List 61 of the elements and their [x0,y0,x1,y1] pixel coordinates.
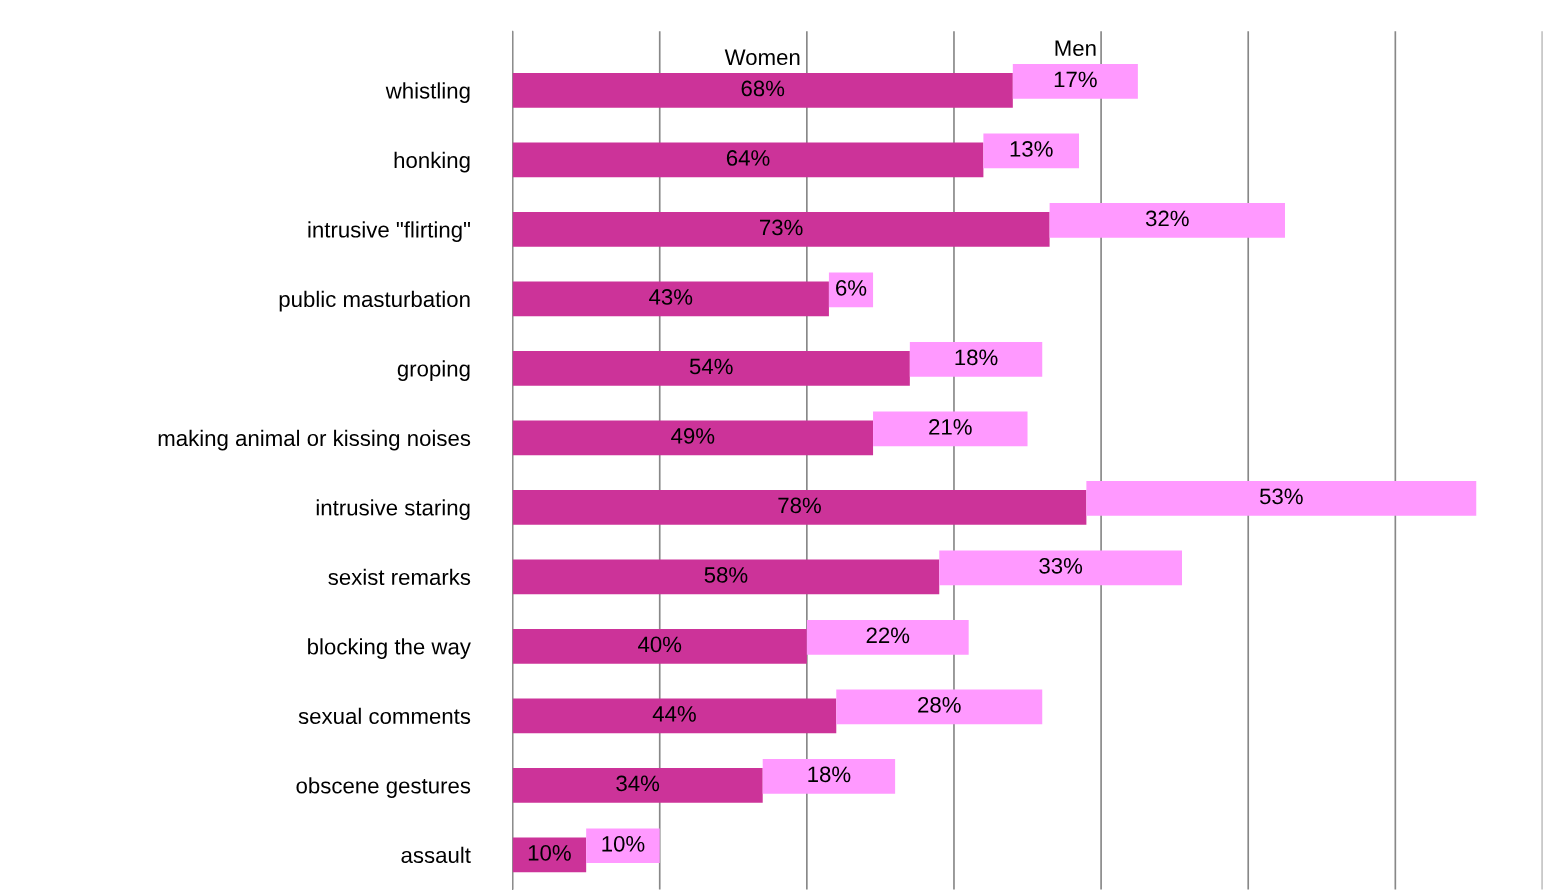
data-label: 22% [866,627,910,644]
bar [512,350,910,386]
data-label: 17% [1054,71,1097,88]
y-tick-label: intrusive staring [316,499,470,520]
data-label: 18% [808,766,851,783]
bar [512,489,1087,525]
data-label: 73% [760,219,803,236]
y-tick-label: obscene gestures [296,777,471,798]
data-label: 58% [704,567,748,583]
y-tick-label: whistling [385,82,470,104]
data-label: 68% [741,80,785,97]
y-tick-label: making animal or kissing noises [158,429,471,451]
y-tick-label: public masturbation [279,290,470,312]
bar [1049,202,1285,238]
data-label: 32% [1145,210,1189,227]
bar [983,133,1080,169]
data-label: 53% [1259,488,1303,505]
y-tick-label: sexual comments [298,707,471,725]
bar [909,341,1043,377]
bar [586,828,660,864]
bar [836,689,1043,725]
y-tick-label: groping [397,360,470,381]
y-tick-label: sexist remarks [328,568,471,586]
data-label: 10% [528,845,571,861]
bar [1012,63,1138,99]
y-tick-label: assault [401,846,471,864]
data-label: 78% [778,497,821,514]
data-label: 10% [602,835,645,852]
data-label: 64% [726,150,770,166]
data-label: 44% [652,706,696,722]
data-label: 33% [1039,558,1083,574]
bar [512,420,874,456]
series-label: Women [724,49,800,66]
bar [512,211,1050,247]
bar [806,619,969,655]
y-tick-label: honking [394,151,470,173]
bar [873,411,1028,447]
y-tick-label: intrusive "flirting" [308,221,470,243]
bar [512,628,807,664]
bar [512,72,1013,108]
data-label: 18% [955,349,998,366]
data-label: 40% [638,636,682,653]
bar [512,559,940,595]
bar [512,281,829,317]
data-label: 54% [689,358,733,375]
data-label: 49% [671,428,715,444]
bar [762,758,896,794]
data-label: 13% [1010,141,1053,157]
data-label: 34% [616,775,660,792]
data-label: 6% [836,280,867,296]
series-label: Men [1055,40,1096,57]
bar [512,767,763,803]
bar [512,698,837,734]
bar [1086,480,1477,516]
y-tick-label: blocking the way [308,638,471,659]
data-label: 43% [649,289,693,305]
data-label: 28% [918,696,961,713]
bar [512,837,587,873]
bar [512,142,984,178]
bar [939,550,1183,586]
data-label: 21% [929,419,972,435]
